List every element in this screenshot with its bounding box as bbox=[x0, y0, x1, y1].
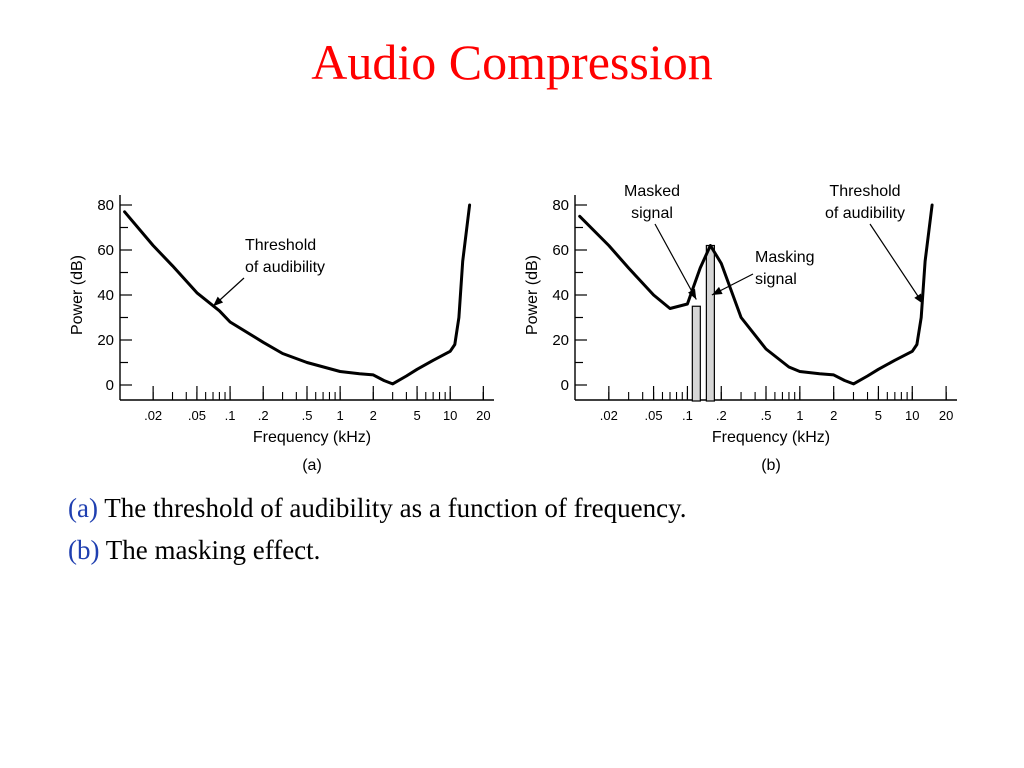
chart-0-x-tick-label: .5 bbox=[302, 408, 313, 423]
chart-1-y-tick-label: 80 bbox=[552, 197, 569, 214]
chart-1-y-tick-label: 40 bbox=[552, 287, 569, 304]
chart-0-series-line-0 bbox=[123, 203, 472, 386]
chart-0-x-tick-label: 10 bbox=[443, 408, 457, 423]
chart-0-x-tick-label: .1 bbox=[225, 408, 236, 423]
chart-1-annotation-arrowhead-1 bbox=[711, 286, 723, 295]
chart-1-x-tick-label: .5 bbox=[761, 408, 772, 423]
chart-1-annotation-leader-0 bbox=[654, 223, 697, 300]
chart-1-panel-label: (b) bbox=[761, 457, 781, 474]
chart-1-bar-1 bbox=[705, 244, 715, 402]
chart-0-x-tick-label: .2 bbox=[258, 408, 269, 423]
chart-0-y-axis-label: Power (dB) bbox=[69, 255, 86, 335]
chart-1-annotation-text-2: of audibility bbox=[825, 205, 905, 222]
chart-0-y-tick-label: 20 bbox=[97, 332, 114, 349]
caption-b: (b) The masking effect. bbox=[68, 532, 320, 568]
chart-1-x-tick-label: .05 bbox=[645, 408, 663, 423]
caption-a-marker: (a) bbox=[68, 493, 98, 523]
chart-1-x-tick-label: 5 bbox=[875, 408, 882, 423]
chart-masking-effect: 0 20 40 60 80 .02 .05 .1 .2 .5 1 2 5 10 20 Frequency (k… bbox=[524, 183, 957, 474]
chart-0-annotation-arrowhead-0 bbox=[213, 296, 224, 307]
chart-1-x-tick-label: 2 bbox=[830, 408, 837, 423]
chart-0-x-tick-label: 5 bbox=[413, 408, 420, 423]
chart-0-y-tick-label: 80 bbox=[97, 197, 114, 214]
caption-b-marker: (b) bbox=[68, 535, 100, 565]
chart-1-annotation-text-1: Masking bbox=[755, 249, 815, 266]
caption-a-text: The threshold of audibility as a functio… bbox=[97, 493, 687, 523]
chart-1-annotation-text-0: Masked bbox=[624, 183, 680, 200]
chart-0-y-tick-label: 0 bbox=[106, 377, 114, 394]
caption-b-text: The masking effect. bbox=[99, 535, 321, 565]
chart-0-x-tick-label: 1 bbox=[337, 408, 344, 423]
chart-1-y-tick-label: 60 bbox=[552, 242, 569, 259]
chart-0-x-tick-label: 2 bbox=[370, 408, 377, 423]
chart-0-panel-label: (a) bbox=[302, 457, 322, 474]
chart-0-x-tick-label: .02 bbox=[144, 408, 162, 423]
chart-0-y-tick-label: 40 bbox=[97, 287, 114, 304]
chart-threshold-of-audibility: 0 20 40 60 80 .02 .05 .1 .2 .5 1 2 5 10 20 Frequency (k… bbox=[69, 195, 494, 474]
chart-1-y-tick-label: 20 bbox=[552, 332, 569, 349]
chart-1-annotation-text-0: signal bbox=[631, 205, 673, 222]
chart-1-annotation-leader-2 bbox=[869, 223, 924, 305]
chart-1-annotation-text-1: signal bbox=[755, 271, 797, 288]
chart-0-x-tick-label: .05 bbox=[188, 408, 206, 423]
chart-1-x-tick-label: .1 bbox=[682, 408, 693, 423]
chart-1-annotation-arrowhead-2 bbox=[914, 293, 924, 304]
chart-1-annotation-text-2: Threshold bbox=[829, 183, 900, 200]
chart-1-x-tick-label: .02 bbox=[600, 408, 618, 423]
slide-title: Audio Compression bbox=[311, 34, 713, 90]
chart-1-bar-0 bbox=[691, 305, 701, 402]
chart-1-x-tick-label: 10 bbox=[905, 408, 919, 423]
chart-0-x-tick-label: 20 bbox=[476, 408, 490, 423]
caption-a: (a) The threshold of audibility as a fun… bbox=[68, 490, 687, 526]
chart-1-x-tick-label: .2 bbox=[716, 408, 727, 423]
chart-1-x-tick-label: 1 bbox=[796, 408, 803, 423]
chart-1-y-tick-label: 0 bbox=[561, 377, 569, 394]
chart-1-x-axis-label: Frequency (kHz) bbox=[712, 429, 830, 446]
chart-1-annotation-arrowhead-0 bbox=[688, 288, 697, 300]
chart-0-x-axis-label: Frequency (kHz) bbox=[253, 429, 371, 446]
chart-1-x-tick-label: 20 bbox=[939, 408, 953, 423]
chart-1-series-line-0 bbox=[578, 203, 934, 386]
chart-0-annotation-text-0: Threshold bbox=[245, 237, 316, 254]
chart-0-y-tick-label: 60 bbox=[97, 242, 114, 259]
chart-0-annotation-text-0: of audibility bbox=[245, 259, 325, 276]
chart-1-y-axis-label: Power (dB) bbox=[524, 255, 541, 335]
